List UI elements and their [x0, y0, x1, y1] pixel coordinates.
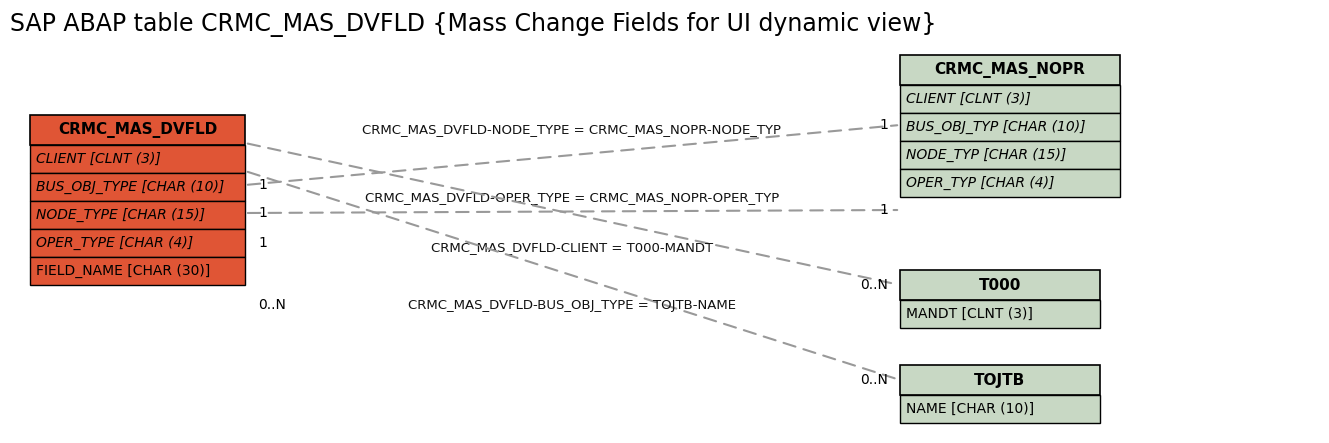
Text: MANDT [CLNT (3)]: MANDT [CLNT (3)] [906, 307, 1033, 321]
FancyBboxPatch shape [900, 113, 1120, 141]
FancyBboxPatch shape [31, 115, 245, 145]
FancyBboxPatch shape [900, 141, 1120, 169]
Text: 1: 1 [878, 118, 888, 132]
FancyBboxPatch shape [900, 55, 1120, 85]
FancyBboxPatch shape [31, 201, 245, 229]
Text: BUS_OBJ_TYP [CHAR (10)]: BUS_OBJ_TYP [CHAR (10)] [906, 120, 1086, 134]
FancyBboxPatch shape [31, 173, 245, 201]
Text: SAP ABAP table CRMC_MAS_DVFLD {Mass Change Fields for UI dynamic view}: SAP ABAP table CRMC_MAS_DVFLD {Mass Chan… [11, 12, 937, 37]
FancyBboxPatch shape [31, 229, 245, 257]
Text: FIELD_NAME [CHAR (30)]: FIELD_NAME [CHAR (30)] [36, 264, 210, 278]
FancyBboxPatch shape [900, 300, 1100, 328]
Text: CRMC_MAS_DVFLD-BUS_OBJ_TYPE = TOJTB-NAME: CRMC_MAS_DVFLD-BUS_OBJ_TYPE = TOJTB-NAME [408, 299, 736, 311]
FancyBboxPatch shape [900, 85, 1120, 113]
Text: OPER_TYP [CHAR (4)]: OPER_TYP [CHAR (4)] [906, 176, 1054, 190]
Text: T000: T000 [979, 277, 1021, 292]
FancyBboxPatch shape [900, 365, 1100, 395]
Text: 1: 1 [258, 178, 267, 192]
Text: CRMC_MAS_NOPR: CRMC_MAS_NOPR [934, 62, 1086, 78]
FancyBboxPatch shape [900, 270, 1100, 300]
Text: CRMC_MAS_DVFLD-NODE_TYPE = CRMC_MAS_NOPR-NODE_TYP: CRMC_MAS_DVFLD-NODE_TYPE = CRMC_MAS_NOPR… [363, 124, 781, 136]
Text: 0..N: 0..N [860, 373, 888, 387]
FancyBboxPatch shape [31, 145, 245, 173]
Text: NODE_TYP [CHAR (15)]: NODE_TYP [CHAR (15)] [906, 148, 1066, 162]
Text: NODE_TYPE [CHAR (15)]: NODE_TYPE [CHAR (15)] [36, 208, 205, 222]
Text: 0..N: 0..N [860, 278, 888, 292]
Text: CRMC_MAS_DVFLD: CRMC_MAS_DVFLD [58, 122, 217, 138]
Text: CLIENT [CLNT (3)]: CLIENT [CLNT (3)] [36, 152, 161, 166]
Text: TOJTB: TOJTB [974, 373, 1026, 388]
Text: CLIENT [CLNT (3)]: CLIENT [CLNT (3)] [906, 92, 1031, 106]
Text: 0..N: 0..N [258, 298, 286, 312]
FancyBboxPatch shape [900, 169, 1120, 197]
Text: CRMC_MAS_DVFLD-OPER_TYPE = CRMC_MAS_NOPR-OPER_TYP: CRMC_MAS_DVFLD-OPER_TYPE = CRMC_MAS_NOPR… [365, 191, 779, 205]
Text: 1: 1 [258, 206, 267, 220]
Text: CRMC_MAS_DVFLD-CLIENT = T000-MANDT: CRMC_MAS_DVFLD-CLIENT = T000-MANDT [431, 241, 714, 254]
Text: 1: 1 [878, 203, 888, 217]
Text: OPER_TYPE [CHAR (4)]: OPER_TYPE [CHAR (4)] [36, 236, 193, 250]
Text: 1: 1 [258, 236, 267, 250]
Text: NAME [CHAR (10)]: NAME [CHAR (10)] [906, 402, 1034, 416]
FancyBboxPatch shape [900, 395, 1100, 423]
Text: BUS_OBJ_TYPE [CHAR (10)]: BUS_OBJ_TYPE [CHAR (10)] [36, 180, 225, 194]
FancyBboxPatch shape [31, 257, 245, 285]
